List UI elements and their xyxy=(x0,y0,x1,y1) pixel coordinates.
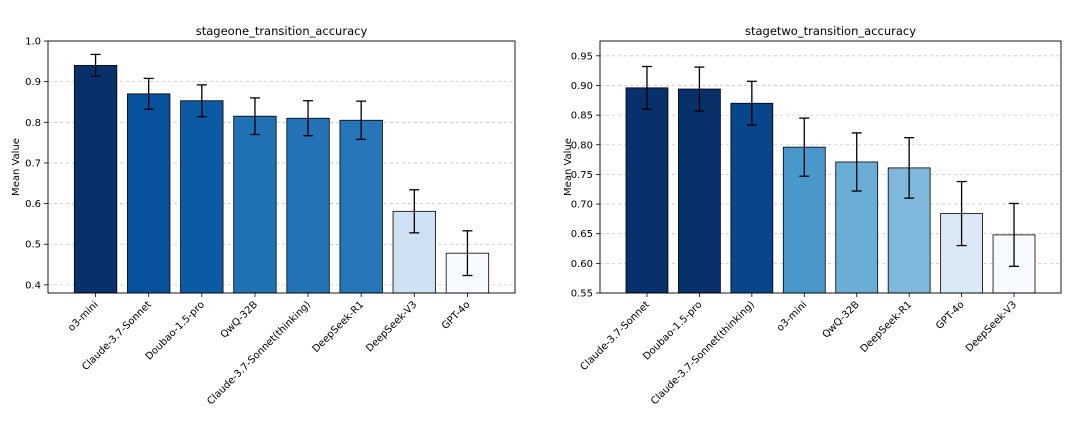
bar xyxy=(127,93,171,294)
y-tick-label: 0.60 xyxy=(571,259,593,270)
y-tick-label: 0.75 xyxy=(571,170,593,181)
y-tick-label: 0.95 xyxy=(571,51,593,62)
bar xyxy=(678,88,721,294)
y-axis-label: Mean Value xyxy=(11,138,22,196)
bar xyxy=(233,115,277,294)
y-tick-label: 0.8 xyxy=(25,118,41,129)
x-tick-label: DeepSeek-V3 xyxy=(364,299,419,354)
chart-panel-stagetwo: 0.55 0.60 0.65 0.70 0.75 0.80 0.85 0.90 0.95 Clau… xyxy=(563,24,1062,407)
y-tick-label: 0.85 xyxy=(571,111,593,122)
x-tick-label: o3-mini xyxy=(775,299,809,333)
x-tick-label: GPT-4o xyxy=(440,299,473,332)
x-tick-label: Claude-3.7-Sonnet(thinking) xyxy=(205,299,313,407)
y-tick-label: 0.65 xyxy=(571,229,593,240)
x-tick-label: Doubao-1.5-pro xyxy=(144,299,207,362)
y-tick-label: 0.55 xyxy=(571,289,593,300)
y-tick-label: 0.9 xyxy=(25,77,41,88)
x-tick-label: DeepSeek-R1 xyxy=(859,299,915,355)
bar xyxy=(286,117,330,294)
y-tick-label: 1.0 xyxy=(25,37,41,48)
chart-panel-stageone: 0.4 0.5 0.6 0.7 0.8 0.9 1.0 o3-mini Claude-3.7-S… xyxy=(11,24,516,407)
bar xyxy=(180,100,224,294)
y-tick-label: 0.5 xyxy=(25,240,41,251)
bar xyxy=(730,102,774,294)
y-tick-label: 0.7 xyxy=(25,158,41,169)
x-tick-label: DeepSeek-V3 xyxy=(964,299,1019,354)
x-tick-label: Claude-3.7-Sonnet(thinking) xyxy=(649,299,757,407)
x-tick-label: GPT-4o xyxy=(934,299,967,332)
bar xyxy=(625,87,669,294)
x-tick-label: QwQ-32B xyxy=(821,299,862,340)
chart-title: stagetwo_transition_accuracy xyxy=(745,24,916,38)
chart-title: stageone_transition_accuracy xyxy=(196,24,368,38)
bar xyxy=(339,119,383,294)
x-tick-label: Claude-3.7-Sonnet xyxy=(579,299,653,373)
y-tick-label: 0.4 xyxy=(25,280,41,291)
y-tick-label: 0.6 xyxy=(25,199,41,210)
y-tick-label: 0.90 xyxy=(571,81,593,92)
y-tick-label: 0.80 xyxy=(571,140,593,151)
x-tick-label: o3-mini xyxy=(66,299,100,333)
axes-frame xyxy=(47,40,516,294)
x-tick-label: DeepSeek-R1 xyxy=(311,299,367,355)
y-axis-label: Mean Value xyxy=(563,138,574,196)
x-tick-label: QwQ-32B xyxy=(219,299,260,340)
bar xyxy=(73,64,118,294)
axes-frame xyxy=(599,40,1062,294)
y-tick-label: 0.70 xyxy=(571,200,593,211)
